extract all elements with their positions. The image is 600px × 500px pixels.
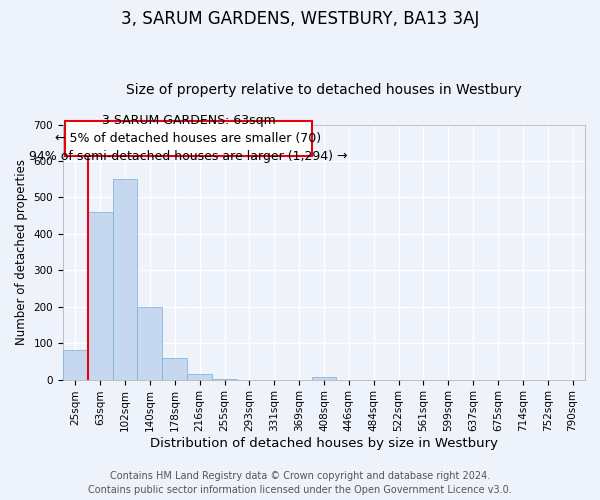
Title: Size of property relative to detached houses in Westbury: Size of property relative to detached ho… [126, 83, 522, 97]
FancyBboxPatch shape [65, 121, 311, 156]
Bar [187, 374, 212, 380]
Bar [137, 306, 163, 380]
Bar [113, 179, 137, 380]
Bar [88, 212, 113, 380]
Bar [311, 376, 337, 380]
Text: 3, SARUM GARDENS, WESTBURY, BA13 3AJ: 3, SARUM GARDENS, WESTBURY, BA13 3AJ [121, 10, 479, 28]
Text: 3 SARUM GARDENS: 63sqm
← 5% of detached houses are smaller (70)
94% of semi-deta: 3 SARUM GARDENS: 63sqm ← 5% of detached … [29, 114, 348, 162]
X-axis label: Distribution of detached houses by size in Westbury: Distribution of detached houses by size … [150, 437, 498, 450]
Bar [63, 350, 88, 380]
Bar [163, 358, 187, 380]
Y-axis label: Number of detached properties: Number of detached properties [15, 159, 28, 345]
Text: Contains HM Land Registry data © Crown copyright and database right 2024.
Contai: Contains HM Land Registry data © Crown c… [88, 471, 512, 495]
Bar [212, 378, 237, 380]
